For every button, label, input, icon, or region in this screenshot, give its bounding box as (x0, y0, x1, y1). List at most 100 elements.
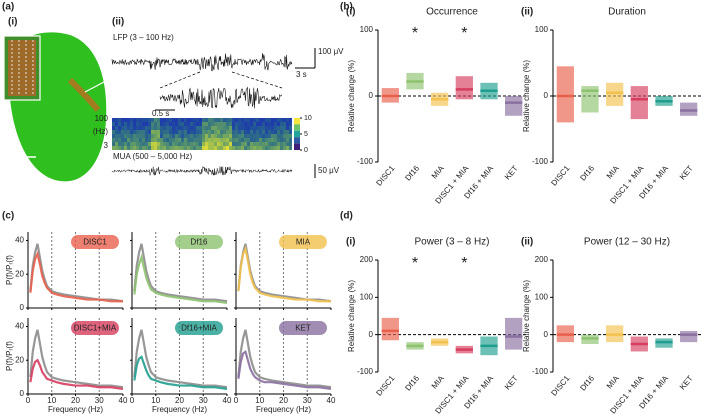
spectrogram-cell (256, 134, 259, 138)
spectrogram-cell (178, 134, 181, 138)
spectrogram-cell (172, 126, 175, 130)
y-tick-label: 40 (15, 236, 24, 245)
spectrogram-cell (274, 130, 277, 134)
spectrogram-cell (286, 122, 289, 126)
spectrogram-cell (193, 126, 196, 130)
spectrogram-cell (157, 146, 160, 150)
y-tick-label: 200 (360, 255, 374, 264)
spectrogram-cell (232, 134, 235, 138)
y-tick-label: -100 (532, 367, 549, 376)
title-pill (71, 235, 119, 249)
spectrogram-cell (259, 146, 262, 150)
spectrogram-cell (181, 130, 184, 134)
scale-label: 500μm (6, 160, 31, 169)
spectrogram-cell (274, 126, 277, 130)
mua-trace (111, 166, 293, 176)
spectrogram-cell (118, 122, 121, 126)
spectrogram-cell (166, 142, 169, 146)
spectrogram-cell (166, 138, 169, 142)
spectrogram-cell (205, 138, 208, 142)
spectrogram-cell (160, 138, 163, 142)
spectrogram-cell (136, 134, 139, 138)
spectrogram-cell (262, 138, 265, 142)
spectrogram-cell (205, 122, 208, 126)
spectrogram-cell (169, 142, 172, 146)
spectrogram-cell (232, 122, 235, 126)
zoom-line (231, 71, 283, 89)
spectrogram-cell (175, 122, 178, 126)
x-tick-label: Df16 (578, 163, 596, 182)
spectrogram-cell (139, 126, 142, 130)
spectrogram-cell (280, 122, 283, 126)
spectrogram-cell (241, 130, 244, 134)
spectrogram-cell (181, 142, 184, 146)
title-pill (71, 321, 119, 335)
spectrogram-cell (157, 134, 160, 138)
spectrogram-cell (163, 146, 166, 150)
spectrogram-cell (118, 146, 121, 150)
spectrogram-cell (121, 134, 124, 138)
spectrogram-cell (244, 134, 247, 138)
spectrogram-cell (199, 130, 202, 134)
spectrogram-cell (244, 142, 247, 146)
spectrogram-cell (229, 138, 232, 142)
spectrogram-cell (283, 126, 286, 130)
spectrogram-cell (256, 118, 259, 122)
spectrogram-cell (196, 138, 199, 142)
spectrogram-cell (262, 134, 265, 138)
spectrogram-cell (229, 122, 232, 126)
spectrogram-cell (142, 130, 145, 134)
spectrogram-cell (136, 130, 139, 134)
spectrogram-cell (187, 126, 190, 130)
spectrogram-cell (190, 118, 193, 122)
spectrogram-cell (247, 134, 250, 138)
spectrogram-cell (163, 130, 166, 134)
y-tick-label: 0 (369, 91, 374, 100)
spectrogram-cell (247, 138, 250, 142)
x-tick-label: 20 (279, 396, 288, 405)
spectrogram-cell (253, 134, 256, 138)
colorbar-tick-label: 0 (304, 147, 308, 154)
spectrogram-cell (277, 138, 280, 142)
spectrogram-cell (115, 122, 118, 126)
spectrogram-cell (208, 138, 211, 142)
spectrogram-cell (148, 134, 151, 138)
spectrogram-cell (124, 138, 127, 142)
y-tick-label: 40 (15, 322, 24, 331)
spectrogram-cell (232, 118, 235, 122)
spectrogram-cell (241, 126, 244, 130)
spectrogram-cell (235, 146, 238, 150)
spectrogram-cell (151, 130, 154, 134)
spectrogram-cell (151, 122, 154, 126)
spectrogram-cell (274, 134, 277, 138)
spectrogram-cell (265, 146, 268, 150)
spectrogram-cell (214, 130, 217, 134)
spectrogram-cell (124, 130, 127, 134)
spectrogram-cell (142, 118, 145, 122)
spectrogram-cell (166, 130, 169, 134)
spectrogram-cell (130, 138, 133, 142)
spectrogram-cell (139, 130, 142, 134)
spectrogram-cell (142, 126, 145, 130)
spectrogram-cell (202, 122, 205, 126)
spectrogram-cell (190, 138, 193, 142)
colorbar (294, 118, 300, 125)
spectrogram-cell (283, 146, 286, 150)
chart-title: Df16+MIA (181, 324, 217, 333)
spectrogram-cell (118, 134, 121, 138)
spectrogram-cell (160, 134, 163, 138)
spectrogram-cell (226, 122, 229, 126)
spectrogram-cell (241, 118, 244, 122)
spectrogram-cell (145, 130, 148, 134)
x-tick-label: MIA (430, 163, 446, 180)
spectrogram-cell (253, 118, 256, 122)
significance: * (412, 255, 418, 272)
spectrogram-cell (223, 146, 226, 150)
spectrogram-cell (178, 122, 181, 126)
spectrogram-cell (160, 142, 163, 146)
spectrogram-cell (226, 118, 229, 122)
spectrogram-cell (271, 146, 274, 150)
spectrogram-cell (181, 118, 184, 122)
spectrum-line (29, 358, 124, 391)
spectrogram-cell (229, 134, 232, 138)
